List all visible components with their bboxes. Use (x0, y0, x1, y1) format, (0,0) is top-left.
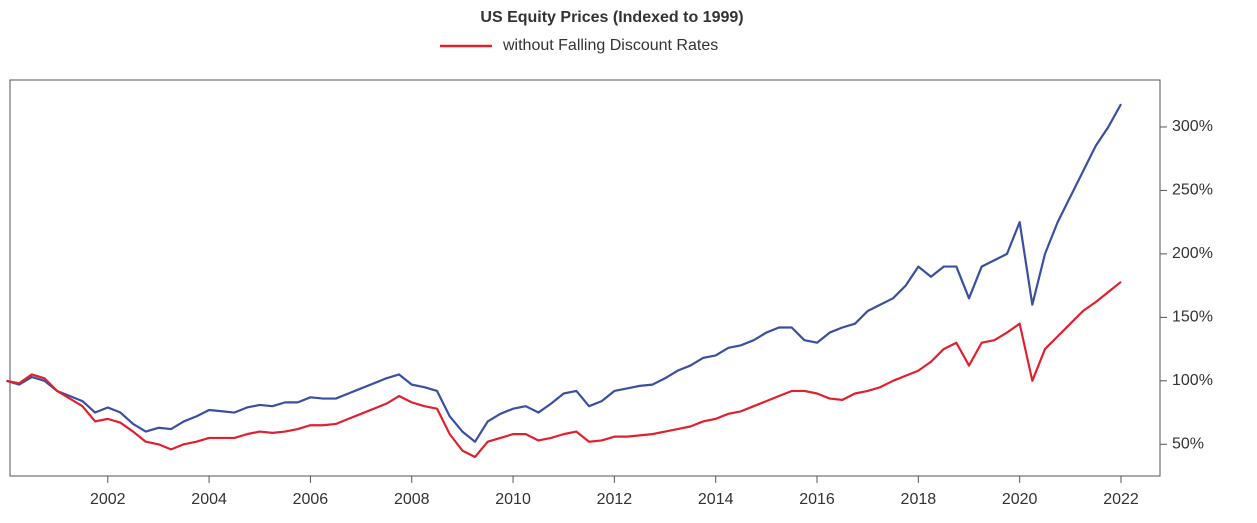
plot-frame (9, 79, 1161, 477)
x-tick-label: 2014 (698, 491, 734, 508)
y-tick-label: 50% (1172, 435, 1204, 452)
x-tick-label: 2002 (90, 491, 126, 508)
chart-title: US Equity Prices (Indexed to 1999) (480, 9, 743, 26)
x-tick-label: 2004 (191, 491, 227, 508)
x-tick-label: 2008 (394, 491, 430, 508)
x-tick-label: 2006 (293, 491, 329, 508)
x-tick-label: 2020 (1002, 491, 1038, 508)
x-tick-label: 2010 (495, 491, 531, 508)
y-tick-label: 100% (1172, 372, 1213, 389)
line-series (6, 280, 1122, 459)
y-tick-label: 300% (1172, 118, 1213, 135)
y-tick-label: 150% (1172, 309, 1213, 326)
x-tick-label: 2022 (1103, 491, 1139, 508)
x-tick-label: 2012 (597, 491, 633, 508)
line-series (6, 103, 1122, 443)
y-tick-label: 250% (1172, 182, 1213, 199)
y-tick-label: 200% (1172, 245, 1213, 262)
legend-label: without Falling Discount Rates (502, 37, 718, 54)
x-tick-label: 2016 (799, 491, 835, 508)
x-tick-label: 2018 (901, 491, 937, 508)
